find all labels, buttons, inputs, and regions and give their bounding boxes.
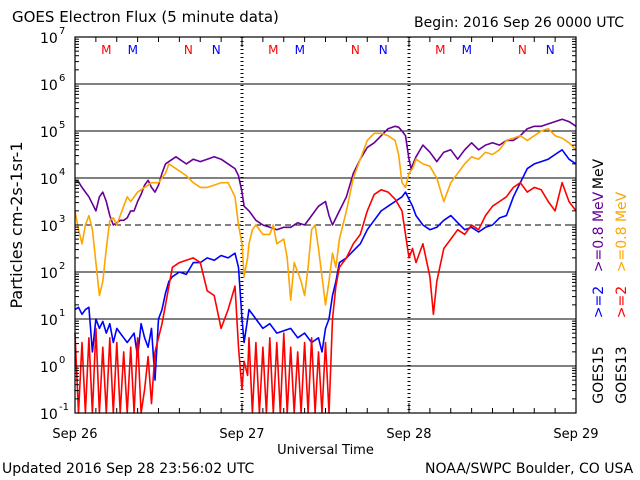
- event-marker-label: M: [101, 43, 111, 57]
- y-tick-exponent: 7: [59, 26, 65, 37]
- event-marker-label: N: [518, 43, 527, 57]
- legend-label: >=2: [614, 286, 630, 318]
- y-tick-label: 10: [40, 266, 58, 282]
- y-tick-exponent: -1: [59, 402, 69, 413]
- y-tick-label: 10: [40, 31, 58, 47]
- x-tick-label: Sep 26: [52, 427, 97, 442]
- event-marker-label: M: [295, 43, 305, 57]
- x-tick-label: Sep 28: [386, 427, 431, 442]
- event-marker-label: N: [351, 43, 360, 57]
- series-line: [74, 181, 577, 414]
- event-marker-label: M: [462, 43, 472, 57]
- x-tick-label: Sep 29: [553, 427, 598, 442]
- y-tick-exponent: 4: [59, 167, 65, 178]
- y-tick-exponent: 6: [59, 73, 65, 84]
- y-tick-exponent: 1: [59, 308, 65, 319]
- legend-satellite-label: GOES13: [614, 346, 630, 403]
- y-tick-label: 10: [40, 78, 58, 94]
- legend-label: >=2: [591, 286, 607, 318]
- series-line: [74, 118, 577, 231]
- event-marker-label: M: [128, 43, 138, 57]
- chart-title: GOES Electron Flux (5 minute data): [12, 8, 279, 26]
- begin-time: Begin: 2016 Sep 26 0000 UTC: [414, 15, 625, 31]
- series-line: [74, 149, 577, 381]
- event-marker-label: M: [435, 43, 445, 57]
- event-marker-label: N: [212, 43, 221, 57]
- legend-label: >=0.8 MeV: [591, 191, 607, 272]
- y-tick-label: 10: [40, 407, 58, 423]
- x-axis-label: Universal Time: [277, 443, 374, 458]
- y-axis-label: Particles cm-2s-1sr-1: [7, 141, 26, 308]
- legend-satellite-label: GOES15: [591, 346, 607, 403]
- y-tick-label: 10: [40, 313, 58, 329]
- y-tick-label: 10: [40, 219, 58, 235]
- y-tick-exponent: 3: [59, 214, 65, 225]
- event-marker-label: M: [268, 43, 278, 57]
- series-line: [74, 127, 577, 306]
- y-tick-exponent: 2: [59, 261, 65, 272]
- y-tick-exponent: 5: [59, 120, 65, 131]
- y-tick-label: 10: [40, 360, 58, 376]
- event-marker-label: N: [184, 43, 193, 57]
- y-tick-label: 10: [40, 125, 58, 141]
- legend-mev-label: MeV: [591, 158, 607, 189]
- updated-timestamp: Updated 2016 Sep 28 23:56:02 UTC: [2, 461, 255, 477]
- y-tick-label: 10: [40, 172, 58, 188]
- event-marker-label: N: [379, 43, 388, 57]
- y-tick-exponent: 0: [59, 355, 65, 366]
- event-marker-label: N: [546, 43, 555, 57]
- x-tick-label: Sep 27: [219, 427, 264, 442]
- legend-label: >=0.8 MeV: [614, 191, 630, 272]
- credit-line: NOAA/SWPC Boulder, CO USA: [425, 461, 634, 477]
